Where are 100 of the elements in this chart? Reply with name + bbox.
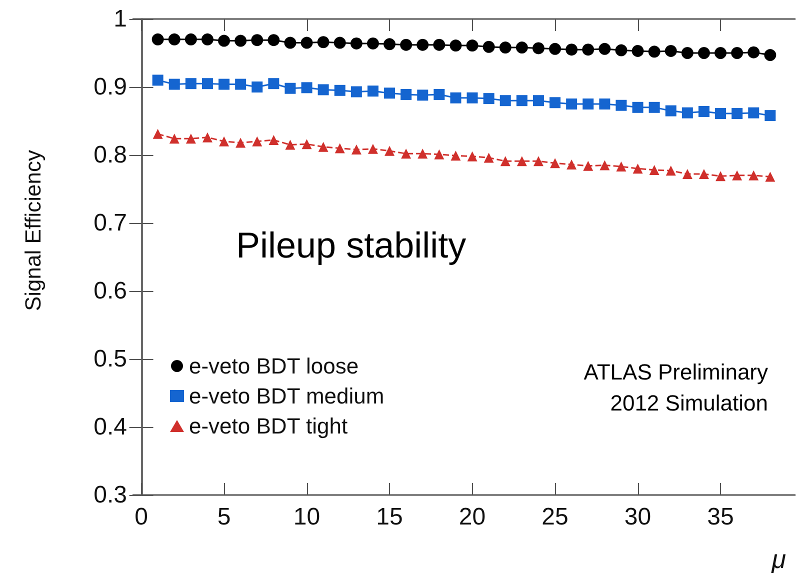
- point: [417, 90, 428, 101]
- point: [632, 164, 643, 174]
- point: [582, 98, 594, 110]
- point: [665, 105, 676, 116]
- point: [516, 156, 527, 166]
- point: [201, 33, 214, 46]
- point: [616, 162, 626, 172]
- point: [318, 142, 328, 152]
- point: [300, 36, 313, 49]
- point: [566, 160, 577, 170]
- x-axis-title: μ: [770, 544, 786, 574]
- point: [234, 34, 247, 47]
- point: [748, 107, 760, 118]
- point: [482, 40, 495, 53]
- point: [252, 136, 262, 146]
- point: [301, 82, 312, 94]
- point: [532, 95, 544, 106]
- x-tick-label: 35: [707, 504, 734, 530]
- point: [152, 128, 163, 139]
- legend-label: e-veto BDT medium: [189, 384, 384, 408]
- point: [632, 102, 644, 113]
- x-tick-label: 10: [293, 504, 320, 530]
- point: [500, 95, 511, 106]
- point: [467, 151, 478, 162]
- point: [681, 47, 694, 59]
- point: [732, 170, 742, 180]
- point: [466, 40, 478, 52]
- point: [748, 46, 760, 58]
- y-tick-label: 0.7: [94, 210, 127, 236]
- legend-label: e-veto BDT loose: [189, 354, 359, 378]
- point: [648, 102, 660, 113]
- point: [169, 134, 180, 144]
- point: [400, 38, 412, 51]
- point: [466, 92, 478, 104]
- point: [698, 106, 710, 117]
- point: [401, 148, 412, 159]
- point: [649, 164, 660, 175]
- point: [152, 74, 164, 86]
- point: [764, 49, 776, 62]
- point: [599, 98, 610, 110]
- point: [598, 42, 611, 55]
- y-tick-label: 0.4: [94, 414, 127, 440]
- point: [566, 98, 578, 110]
- point: [583, 160, 594, 171]
- point: [334, 84, 346, 96]
- point: [682, 169, 692, 180]
- y-tick-label: 0.6: [94, 278, 127, 304]
- point: [731, 47, 744, 59]
- point: [268, 34, 280, 46]
- y-tick-label: 0.8: [94, 142, 127, 168]
- point: [284, 36, 296, 49]
- point: [666, 166, 676, 176]
- x-tick-label: 5: [217, 504, 231, 530]
- point: [732, 108, 743, 120]
- point: [533, 156, 544, 166]
- point: [450, 92, 462, 104]
- point: [434, 149, 444, 160]
- point: [516, 95, 528, 106]
- point: [268, 78, 280, 90]
- point: [350, 86, 362, 98]
- y-axis-title: Signal Efficiency: [20, 150, 46, 312]
- annotation: 2012 Simulation: [610, 390, 768, 416]
- point: [317, 36, 330, 48]
- annotation: Pileup stability: [236, 224, 466, 266]
- point: [218, 78, 230, 90]
- point: [714, 47, 727, 59]
- point: [351, 144, 362, 155]
- y-tick-label: 0.9: [94, 74, 127, 100]
- point: [632, 44, 644, 57]
- point: [566, 44, 578, 56]
- x-tick-label: 15: [376, 504, 403, 530]
- annotation: ATLAS Preliminary: [584, 360, 768, 384]
- point: [202, 78, 213, 90]
- point: [350, 37, 362, 50]
- point: [366, 37, 379, 50]
- point: [716, 171, 726, 182]
- y-tick-label: 0.5: [94, 346, 127, 372]
- point: [499, 42, 512, 54]
- point: [616, 100, 627, 111]
- point: [600, 160, 610, 170]
- point: [334, 143, 345, 154]
- point: [748, 170, 759, 180]
- point: [765, 172, 776, 182]
- point: [251, 34, 264, 46]
- point: [532, 42, 544, 54]
- point: [418, 148, 428, 159]
- point: [236, 138, 246, 148]
- point: [450, 150, 461, 161]
- point: [698, 47, 710, 59]
- legend-label: e-veto BDT tight: [189, 414, 348, 438]
- point: [433, 38, 446, 51]
- point: [550, 158, 560, 168]
- point: [318, 84, 329, 96]
- point: [682, 107, 693, 118]
- point: [615, 44, 628, 56]
- point: [549, 42, 562, 55]
- point: [582, 44, 594, 56]
- point: [168, 33, 180, 46]
- point: [550, 97, 561, 108]
- x-tick-label: 30: [624, 504, 652, 530]
